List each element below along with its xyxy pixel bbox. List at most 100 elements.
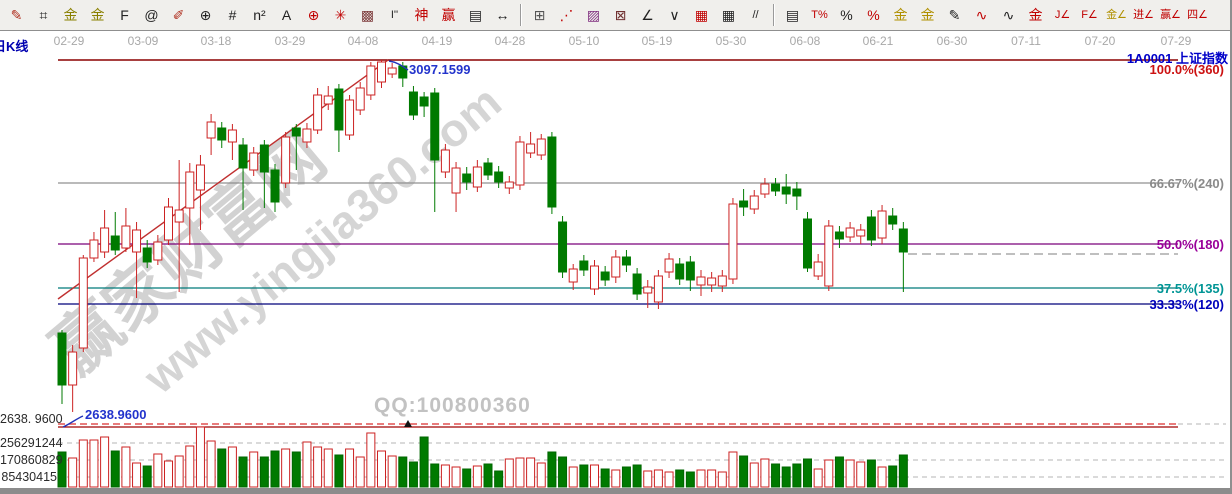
date-label: 05-30 [715,34,747,48]
star-grid-tool-icon[interactable]: ✳ [334,7,347,23]
gold-gann-tool-1-icon[interactable]: 金 [63,7,78,23]
crosshair-circle-tool-icon[interactable]: ⊕ [307,7,320,23]
volume-axis-label-2: 170860829 [0,453,63,467]
candle [707,277,717,286]
percent-lines-tool-icon[interactable]: % [867,7,880,23]
date-label: 06-30 [936,34,968,48]
polyline-tool-icon[interactable]: ∨ [669,7,680,23]
marker-tool-icon[interactable]: ✐ [172,7,185,23]
gann-circle-tool-icon[interactable]: ⊕ [199,7,212,23]
volume-bar [121,446,131,488]
volume-bar [813,468,823,488]
candle [345,99,355,136]
wave-box-tool-icon[interactable]: ∿ [1002,7,1015,23]
fib-grid-tool-icon[interactable]: F [120,7,129,23]
si-angle-tool-icon[interactable]: 四∠ [1187,8,1208,21]
gold-circle-tool-icon[interactable]: 金 [893,7,908,23]
candle [685,261,695,281]
gold-gann-tool-2-icon[interactable]: 金 [90,7,105,23]
volume-bar [675,469,685,488]
stats-panel-tool-icon[interactable]: ▤ [785,7,800,23]
candle [462,173,472,183]
candle [291,127,301,137]
mirror-a-tool-icon[interactable]: A [281,7,292,23]
grid-arrow-tool-icon[interactable]: ▦ [721,7,736,23]
volume-bar [110,450,120,488]
tick-marker-tool-icon[interactable]: I'' [390,8,399,21]
t-percent-tool-icon[interactable]: T% [811,8,828,21]
peak-price-annotation: 3097.1599 [409,62,471,77]
candle [100,227,110,253]
volume-bar [164,460,173,488]
parallel-lines-tool-icon[interactable]: // [752,8,759,21]
gold-lines-tool-icon[interactable]: 金 [920,7,935,23]
width-adjust-tool-icon[interactable]: ↔ [495,7,510,23]
gold-underline-tool-icon[interactable]: 金 [1028,7,1043,23]
candle [174,209,184,223]
candle [132,229,142,253]
candle [110,235,120,251]
volume-bar [430,463,440,488]
wave-a-tool-icon[interactable]: ∿ [975,7,988,23]
candle [728,203,738,280]
volume-bar [834,456,844,488]
ray-fan-tool-icon[interactable]: ⋰ [559,7,574,23]
percent-tool-icon[interactable]: % [840,7,853,23]
volume-bar [259,456,269,488]
j-angle-tool-icon[interactable]: J∠ [1054,8,1071,21]
volume-bar [845,459,855,488]
volume-bar [217,448,227,488]
jin2-angle-tool-icon[interactable]: 进∠ [1133,8,1154,21]
candle [536,138,546,156]
shaded-box-tool-icon[interactable]: ▨ [586,7,601,23]
candle [302,128,312,143]
volume-bar [174,455,184,488]
jin-angle-tool-icon[interactable]: 金∠ [1106,8,1127,21]
candle [430,92,440,161]
boxed-grid-tool-icon[interactable]: ▩ [360,7,375,23]
ying-angle-tool-icon[interactable]: 赢∠ [1160,8,1181,21]
period-label[interactable]: 日K线 [0,39,29,54]
date-label: 04-28 [494,34,526,48]
spiral-tool-icon[interactable]: @ [144,7,159,23]
candle [824,225,834,287]
candle [653,275,663,303]
candle [696,276,706,286]
candle [185,171,195,209]
volume-bar [313,446,323,488]
shen-gann-tool-icon[interactable]: 神 [414,7,429,23]
pencil-tool-icon[interactable]: ✎ [10,7,23,23]
angle-line-tool-icon[interactable]: ∠ [641,7,654,23]
candle [206,121,216,139]
candle [270,169,280,203]
bottom-scrollbar[interactable] [0,488,1232,494]
volume-bar [558,456,568,488]
candle [195,164,205,191]
symbol-label[interactable]: 1A0001 上证指数 [1126,51,1228,66]
candle [888,215,898,225]
red-grid-tool-icon[interactable]: ▦ [694,7,709,23]
rect-select-tool-icon[interactable]: ⊞ [533,7,546,23]
ink-brush-tool-icon[interactable]: ✎ [948,7,961,23]
fib-level-label: 100.0%(360) [1149,62,1224,77]
date-label: 07-29 [1160,34,1192,48]
volume-bar [579,464,589,488]
candle [504,181,514,189]
toolbar-separator [520,4,522,26]
x-box-tool-icon[interactable]: ⊠ [614,7,627,23]
gann-grid-tool-icon[interactable]: ⌗ [39,7,48,23]
ying-gann-tool-icon[interactable]: 赢 [441,7,456,23]
ruler-grid-tool-icon[interactable]: # [228,7,237,23]
candle [898,228,908,253]
candle [323,95,333,105]
square-numbers-tool-icon[interactable]: n² [253,7,266,23]
candle [78,257,88,349]
f-angle-tool-icon[interactable]: F∠ [1081,8,1098,21]
volume-bar [334,454,344,488]
candle [579,260,589,271]
candle [643,286,653,294]
grid-123-tool-icon[interactable]: ▤ [468,7,483,23]
volume-bar [824,459,834,488]
candle [515,141,525,186]
